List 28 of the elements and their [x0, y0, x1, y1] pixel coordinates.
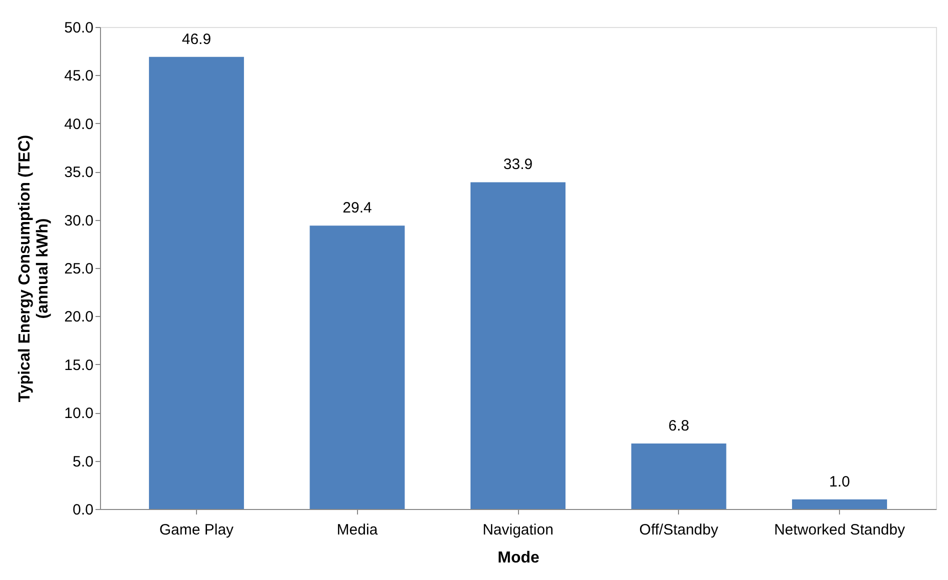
bar — [310, 226, 405, 509]
y-tick-label: 50.0 — [64, 20, 94, 36]
bar — [470, 182, 566, 509]
y-tick-label: 20.0 — [64, 308, 94, 326]
x-tick-label: Navigation — [482, 522, 554, 538]
x-tick-label: Game Play — [159, 522, 234, 538]
y-tick-label: 40.0 — [64, 116, 94, 133]
bar — [631, 443, 726, 509]
data-label: 6.8 — [668, 417, 690, 434]
bar — [792, 499, 888, 509]
bar — [148, 56, 244, 509]
y-tick-label: 25.0 — [64, 260, 94, 278]
y-tick-label: 0.0 — [72, 502, 94, 518]
data-label: 29.4 — [342, 200, 372, 217]
y-tick-label: 35.0 — [64, 164, 94, 182]
y-axis-title: Typical Energy Consumption (TEC) (annual kWh) — [16, 134, 52, 402]
data-label: 33.9 — [503, 156, 533, 174]
data-label: 46.9 — [182, 30, 212, 48]
x-axis-title: Mode — [498, 550, 540, 566]
x-tick-label: Media — [336, 522, 378, 538]
x-tick-label: Networked Standby — [774, 522, 906, 538]
y-tick-label: 5.0 — [72, 453, 94, 470]
y-tick-label: 45.0 — [64, 68, 94, 85]
y-tick-label: 10.0 — [64, 405, 94, 422]
data-label: 1.0 — [829, 473, 850, 490]
y-tick-label: 15.0 — [64, 356, 94, 374]
y-tick-label: 30.0 — [64, 212, 94, 230]
x-tick-label: Off/Standby — [639, 522, 719, 538]
